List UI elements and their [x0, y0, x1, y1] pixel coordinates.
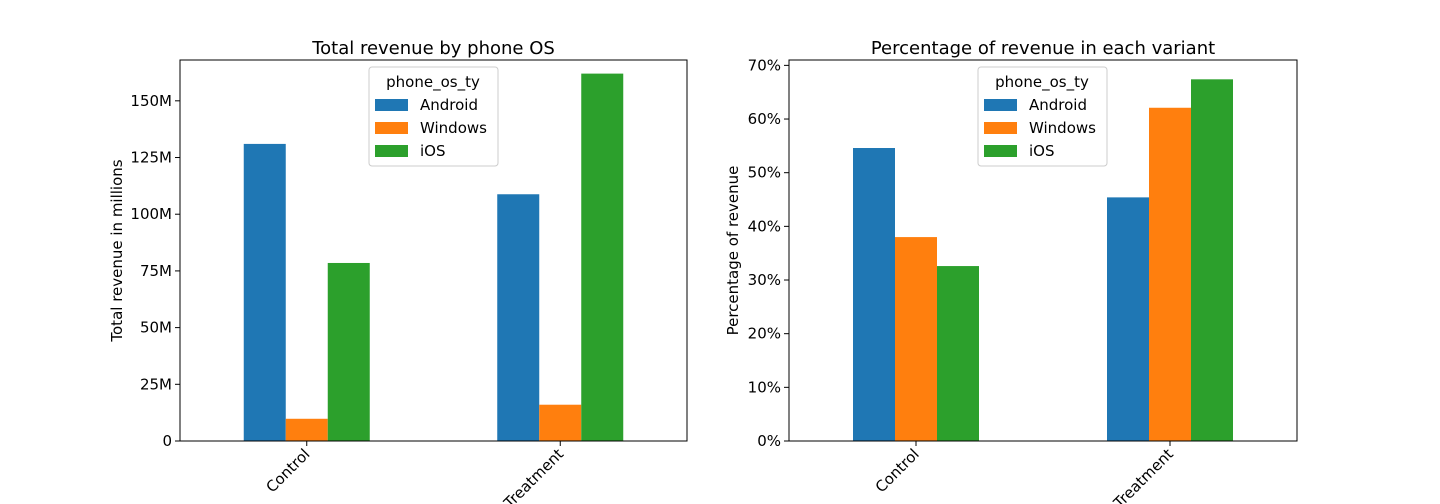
legend-title: phone_os_ty	[386, 73, 480, 92]
legend: phone_os_ty Android Windows iOS	[977, 66, 1108, 167]
legend-label-android: Android	[1029, 96, 1087, 114]
bar-windows-treatment	[539, 404, 582, 441]
y-tick-label: 10%	[748, 378, 781, 396]
y-tick-label: 25M	[140, 375, 172, 393]
percentage-revenue-chart: 0% 10% 20% 30% 40% 50% 60% 70% Control Treatment P…	[724, 38, 1298, 504]
y-tick-label: 125M	[130, 149, 172, 167]
bar-ios-control	[327, 262, 370, 441]
y-tick-label: 40%	[748, 217, 781, 235]
bar-windows-treatment	[1149, 107, 1191, 441]
legend-box	[368, 66, 499, 167]
y-tick-label: 20%	[748, 325, 781, 343]
plot-frame	[179, 59, 688, 442]
legend-swatch-windows	[984, 122, 1017, 134]
chart-title: Total revenue by phone OS	[311, 38, 555, 59]
bar-android-control	[853, 148, 895, 442]
bar-ios-treatment	[1191, 79, 1233, 442]
legend-swatch-ios	[984, 145, 1017, 157]
revenue-by-os-chart: 0 25M 50M 75M 100M 125M 150M Control Treatment To…	[108, 38, 688, 504]
y-tick-label: 150M	[130, 92, 172, 110]
legend-swatch-windows	[375, 122, 408, 134]
y-tick-label: 0%	[757, 432, 781, 450]
legend-label-windows: Windows	[420, 119, 487, 137]
bar-android-control	[243, 143, 286, 442]
legend: phone_os_ty Android Windows iOS	[368, 66, 499, 167]
legend-label-windows: Windows	[1029, 119, 1096, 137]
legend-box	[977, 66, 1108, 167]
y-tick-label: 100M	[130, 205, 172, 223]
y-tick-label: 50%	[748, 164, 781, 182]
legend-swatch-ios	[375, 145, 408, 157]
x-tick-label: Treatment	[1109, 445, 1176, 504]
legend-label-ios: iOS	[420, 142, 446, 160]
bar-windows-control	[895, 237, 937, 441]
y-tick-label: 75M	[140, 262, 172, 280]
bar-android-treatment	[1107, 197, 1149, 441]
y-axis-label: Percentage of revenue	[724, 166, 742, 336]
bar-ios-control	[937, 266, 979, 441]
y-tick-label: 30%	[748, 271, 781, 289]
y-tick-label: 70%	[748, 56, 781, 74]
y-axis-label: Total revenue in millions	[108, 159, 126, 342]
y-tick-label: 50M	[140, 319, 172, 337]
y-tick-label: 0	[162, 432, 172, 450]
chart-title: Percentage of revenue in each variant	[871, 38, 1215, 59]
plot-frame	[788, 59, 1298, 442]
bar-windows-control	[285, 418, 328, 441]
bar-ios-treatment	[581, 73, 624, 441]
bar-android-treatment	[497, 194, 540, 441]
legend-label-android: Android	[420, 96, 478, 114]
y-tick-label: 60%	[748, 110, 781, 128]
legend-swatch-android	[375, 99, 408, 111]
x-tick-label: Control	[263, 445, 314, 496]
legend-label-ios: iOS	[1029, 142, 1055, 160]
x-tick-label: Control	[872, 445, 923, 496]
x-tick-label: Treatment	[500, 445, 567, 504]
legend-title: phone_os_ty	[995, 73, 1089, 92]
legend-swatch-android	[984, 99, 1017, 111]
